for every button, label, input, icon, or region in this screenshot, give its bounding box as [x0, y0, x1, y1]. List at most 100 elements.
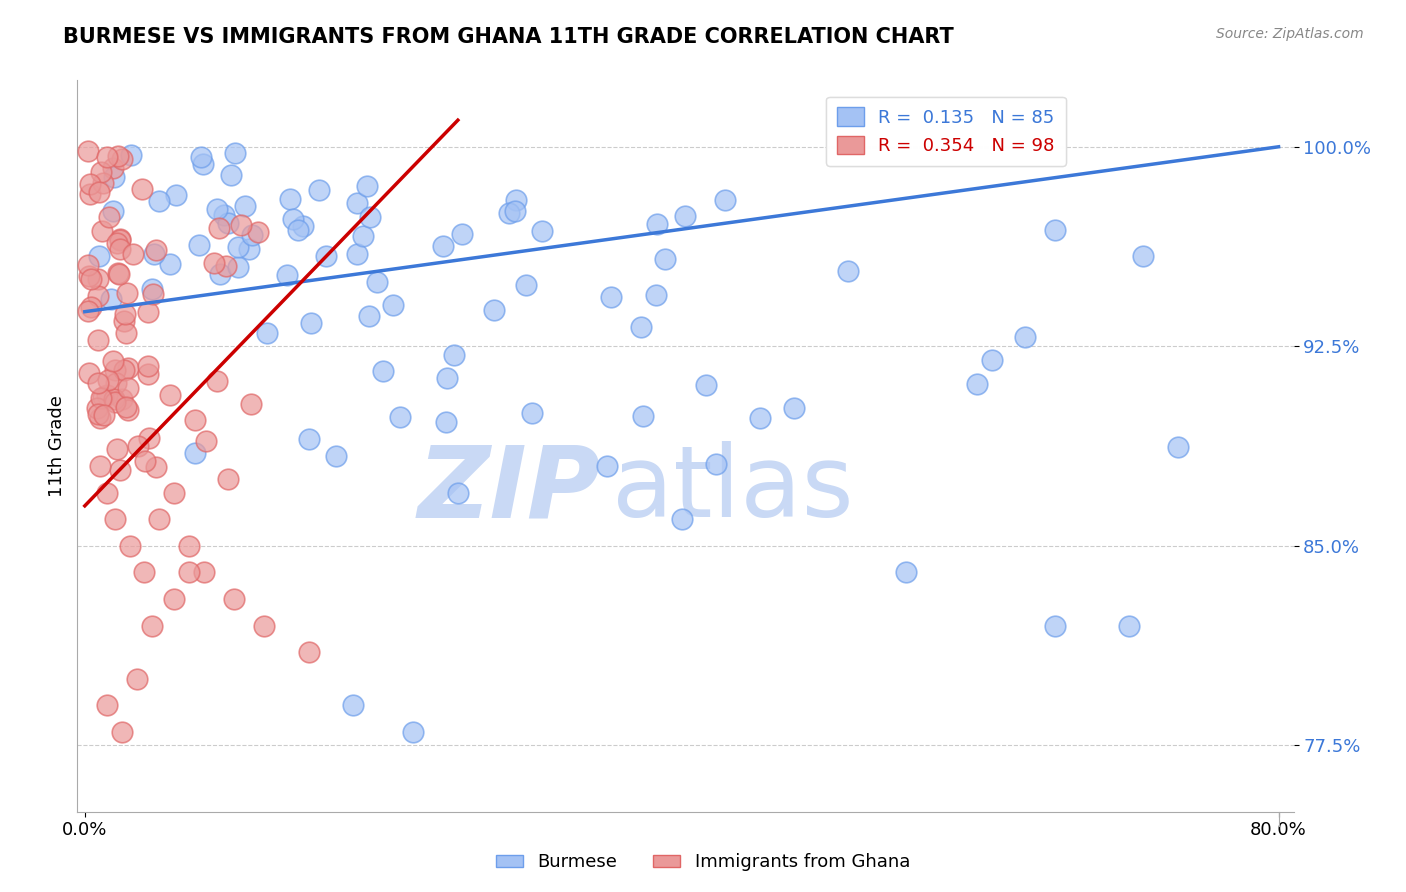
Point	[217, 472, 239, 486]
Point	[141, 618, 163, 632]
Point	[239, 397, 262, 411]
Point	[283, 211, 305, 226]
Point	[654, 252, 676, 266]
Point	[695, 377, 717, 392]
Point	[141, 282, 163, 296]
Point	[671, 512, 693, 526]
Point	[371, 364, 394, 378]
Point	[159, 257, 181, 271]
Point	[434, 415, 457, 429]
Point	[77, 366, 100, 380]
Point	[86, 272, 108, 286]
Point	[443, 348, 465, 362]
Point	[346, 247, 368, 261]
Point	[222, 591, 245, 606]
Point	[224, 146, 246, 161]
Point	[179, 566, 201, 580]
Point	[359, 210, 381, 224]
Point	[90, 165, 112, 179]
Point	[108, 463, 131, 477]
Point	[145, 244, 167, 258]
Point	[118, 539, 141, 553]
Point	[98, 210, 121, 224]
Point	[531, 224, 554, 238]
Point	[215, 259, 238, 273]
Point	[96, 698, 118, 713]
Point	[117, 403, 139, 417]
Point	[125, 672, 148, 686]
Point	[91, 177, 114, 191]
Point	[503, 204, 526, 219]
Point	[87, 407, 110, 421]
Point	[122, 247, 145, 261]
Point	[596, 458, 619, 473]
Point	[79, 272, 101, 286]
Point	[631, 409, 654, 424]
Point	[287, 222, 309, 236]
Text: BURMESE VS IMMIGRANTS FROM GHANA 11TH GRADE CORRELATION CHART: BURMESE VS IMMIGRANTS FROM GHANA 11TH GR…	[63, 27, 955, 46]
Point	[117, 360, 139, 375]
Point	[108, 233, 131, 247]
Point	[103, 203, 125, 218]
Point	[352, 228, 374, 243]
Point	[105, 236, 128, 251]
Point	[645, 217, 668, 231]
Point	[77, 269, 100, 284]
Point	[325, 449, 347, 463]
Point	[108, 242, 131, 256]
Point	[107, 266, 129, 280]
Point	[346, 196, 368, 211]
Point	[115, 326, 138, 340]
Point	[89, 249, 111, 263]
Point	[89, 411, 111, 425]
Point	[644, 288, 666, 302]
Point	[77, 144, 100, 158]
Point	[315, 249, 337, 263]
Point	[299, 316, 322, 330]
Point	[163, 591, 186, 606]
Point	[714, 193, 737, 207]
Point	[190, 150, 212, 164]
Legend: R =  0.135   N = 85, R =  0.354   N = 98: R = 0.135 N = 85, R = 0.354 N = 98	[825, 96, 1066, 166]
Point	[1043, 618, 1066, 632]
Point	[357, 309, 380, 323]
Point	[291, 219, 314, 234]
Point	[1043, 222, 1066, 236]
Point	[143, 246, 166, 260]
Point	[93, 390, 115, 404]
Point	[308, 183, 330, 197]
Point	[837, 264, 859, 278]
Point	[117, 381, 139, 395]
Point	[91, 224, 114, 238]
Point	[110, 232, 132, 246]
Point	[183, 446, 205, 460]
Point	[748, 410, 770, 425]
Point	[447, 485, 470, 500]
Point	[103, 169, 125, 184]
Point	[107, 149, 129, 163]
Point	[207, 374, 229, 388]
Point	[89, 186, 111, 200]
Point	[207, 202, 229, 217]
Point	[184, 413, 207, 427]
Point	[145, 460, 167, 475]
Point	[229, 218, 252, 232]
Point	[402, 725, 425, 739]
Point	[163, 485, 186, 500]
Point	[80, 300, 103, 314]
Point	[134, 454, 156, 468]
Point	[498, 206, 520, 220]
Point	[208, 268, 231, 282]
Point	[111, 725, 134, 739]
Point	[87, 289, 110, 303]
Point	[253, 618, 276, 632]
Point	[103, 363, 125, 377]
Point	[105, 376, 128, 391]
Text: ZIP: ZIP	[418, 442, 600, 539]
Point	[276, 268, 298, 283]
Point	[673, 209, 696, 223]
Point	[131, 182, 153, 196]
Point	[256, 326, 278, 340]
Point	[105, 442, 128, 456]
Point	[87, 376, 110, 390]
